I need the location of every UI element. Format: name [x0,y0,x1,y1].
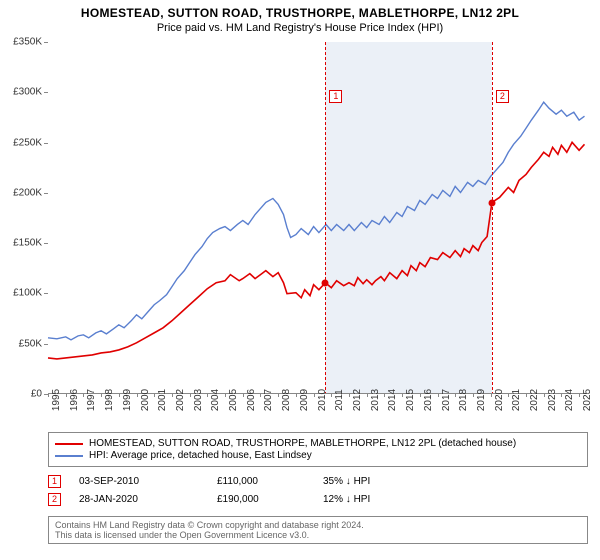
y-tick-label: £100K [13,288,42,299]
x-tick-label: 2013 [370,389,381,411]
x-tick-label: 2006 [246,389,257,411]
y-tick-label: £200K [13,187,42,198]
x-tick-label: 2017 [441,389,452,411]
y-tick-label: £0 [31,389,42,400]
x-tick-label: 2010 [317,389,328,411]
callout-row: 1 03-SEP-2010£110,00035% ↓ HPI [48,472,588,490]
x-tick-label: 1996 [69,389,80,411]
x-tick-label: 2020 [494,389,505,411]
y-tick-label: £50K [19,338,42,349]
callout-date: 03-SEP-2010 [79,476,217,487]
callout-pct: 35% ↓ HPI [323,476,423,487]
x-tick-label: 2015 [405,389,416,411]
x-tick-label: 1998 [104,389,115,411]
x-tick-label: 2018 [458,389,469,411]
y-tick-label: £350K [13,37,42,48]
y-axis-labels: £0£50K£100K£150K£200K£250K£300K£350K [0,42,44,394]
x-tick-label: 2000 [140,389,151,411]
x-tick-label: 2023 [547,389,558,411]
x-tick-label: 1999 [122,389,133,411]
x-tick-label: 2024 [564,389,575,411]
x-tick-label: 2022 [529,389,540,411]
x-axis-labels: 1995199619971998199920002001200220032004… [48,394,588,430]
marker-label-1: 1 [329,90,342,103]
legend: HOMESTEAD, SUTTON ROAD, TRUSTHORPE, MABL… [48,432,588,467]
y-tick-label: £150K [13,238,42,249]
marker-dot-2 [488,199,495,206]
x-tick-label: 2019 [476,389,487,411]
callout-pct: 12% ↓ HPI [323,494,423,505]
series-property [48,142,585,359]
legend-swatch [55,455,83,457]
chart-subtitle: Price paid vs. HM Land Registry's House … [0,20,600,34]
x-tick-label: 2016 [423,389,434,411]
x-tick-label: 2008 [281,389,292,411]
x-tick-label: 1997 [86,389,97,411]
x-tick-label: 2021 [511,389,522,411]
callout-row: 2 28-JAN-2020£190,00012% ↓ HPI [48,490,588,508]
legend-swatch [55,443,83,445]
chart-title: HOMESTEAD, SUTTON ROAD, TRUSTHORPE, MABL… [0,0,600,20]
x-tick-label: 2007 [263,389,274,411]
x-tick-label: 2009 [299,389,310,411]
series-hpi [48,102,585,340]
attribution-footer: Contains HM Land Registry data © Crown c… [48,516,588,544]
callout-price: £110,000 [217,476,323,487]
legend-label: HOMESTEAD, SUTTON ROAD, TRUSTHORPE, MABL… [89,438,516,449]
y-tick-label: £250K [13,137,42,148]
x-tick-label: 2014 [387,389,398,411]
callout-price: £190,000 [217,494,323,505]
footer-line2: This data is licensed under the Open Gov… [55,530,581,540]
y-tick-label: £300K [13,87,42,98]
x-tick-label: 2005 [228,389,239,411]
x-tick-label: 2025 [582,389,593,411]
callout-marker-icon: 2 [48,493,61,506]
chart-container: HOMESTEAD, SUTTON ROAD, TRUSTHORPE, MABL… [0,0,600,560]
x-tick-label: 2011 [334,389,345,411]
legend-item: HOMESTEAD, SUTTON ROAD, TRUSTHORPE, MABL… [55,438,581,449]
x-tick-label: 2004 [210,389,221,411]
marker-dot-1 [322,280,329,287]
x-tick-label: 2001 [157,389,168,411]
footer-line1: Contains HM Land Registry data © Crown c… [55,520,581,530]
marker-label-2: 2 [496,90,509,103]
marker-line-1 [325,42,326,393]
callout-marker-icon: 1 [48,475,61,488]
callout-date: 28-JAN-2020 [79,494,217,505]
plot-area: 12 [48,42,588,394]
legend-label: HPI: Average price, detached house, East… [89,450,312,461]
x-tick-label: 2003 [193,389,204,411]
x-tick-label: 1995 [51,389,62,411]
legend-item: HPI: Average price, detached house, East… [55,450,581,461]
x-tick-label: 2012 [352,389,363,411]
marker-line-2 [492,42,493,393]
x-tick-label: 2002 [175,389,186,411]
callout-table: 1 03-SEP-2010£110,00035% ↓ HPI 2 28-JAN-202… [48,472,588,508]
